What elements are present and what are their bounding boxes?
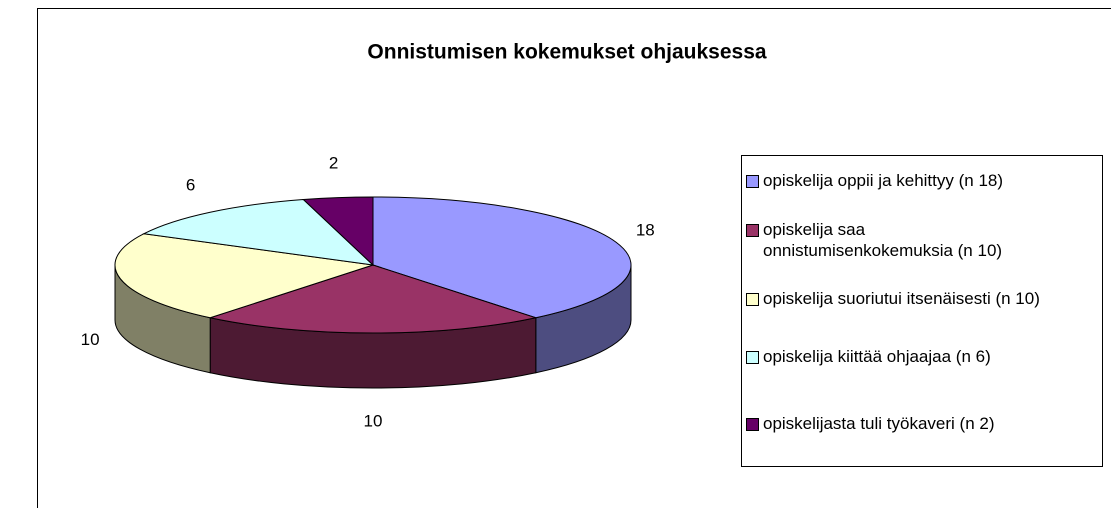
legend-item: opiskelijasta tuli työkaveri (n 2) [746,413,1098,434]
data-label: 10 [81,330,100,349]
slice [208,264,538,334]
legend-label: opiskelija suoriutui itsenäisesti (n 10) [763,289,1040,308]
legend: opiskelija oppii ja kehittyy (n 18) opisk… [741,155,1103,467]
data-label: 6 [186,175,195,194]
legend-swatch [746,175,759,188]
legend-item: opiskelija oppii ja kehittyy (n 18) [746,170,1098,191]
slice [302,196,374,267]
data-label: 18 [636,220,655,239]
slice [372,196,632,319]
legend-item: opiskelija saa onnistumisenkokemuksia (n… [746,219,1098,261]
legend-label: opiskelijasta tuli työkaveri (n 2) [763,414,995,433]
legend-swatch [746,418,759,431]
legend-label: opiskelija kiittää ohjaajaa (n 6) [763,347,991,366]
legend-label: opiskelija oppii ja kehittyy (n 18) [763,171,1004,190]
legend-item: opiskelija kiittää ohjaajaa (n 6) [746,346,1098,367]
data-label: 2 [329,153,338,172]
data-label: 10 [364,411,383,430]
slice [142,199,375,266]
legend-label: opiskelija saa onnistumisenkokemuksia (n… [763,220,1003,260]
legend-swatch [746,351,759,364]
legend-swatch [746,224,759,237]
slice [114,233,374,319]
legend-item: opiskelija suoriutui itsenäisesti (n 10) [746,288,1098,309]
chart-title: Onnistumisen kokemukset ohjauksessa [367,41,766,64]
legend-swatch [746,293,759,306]
